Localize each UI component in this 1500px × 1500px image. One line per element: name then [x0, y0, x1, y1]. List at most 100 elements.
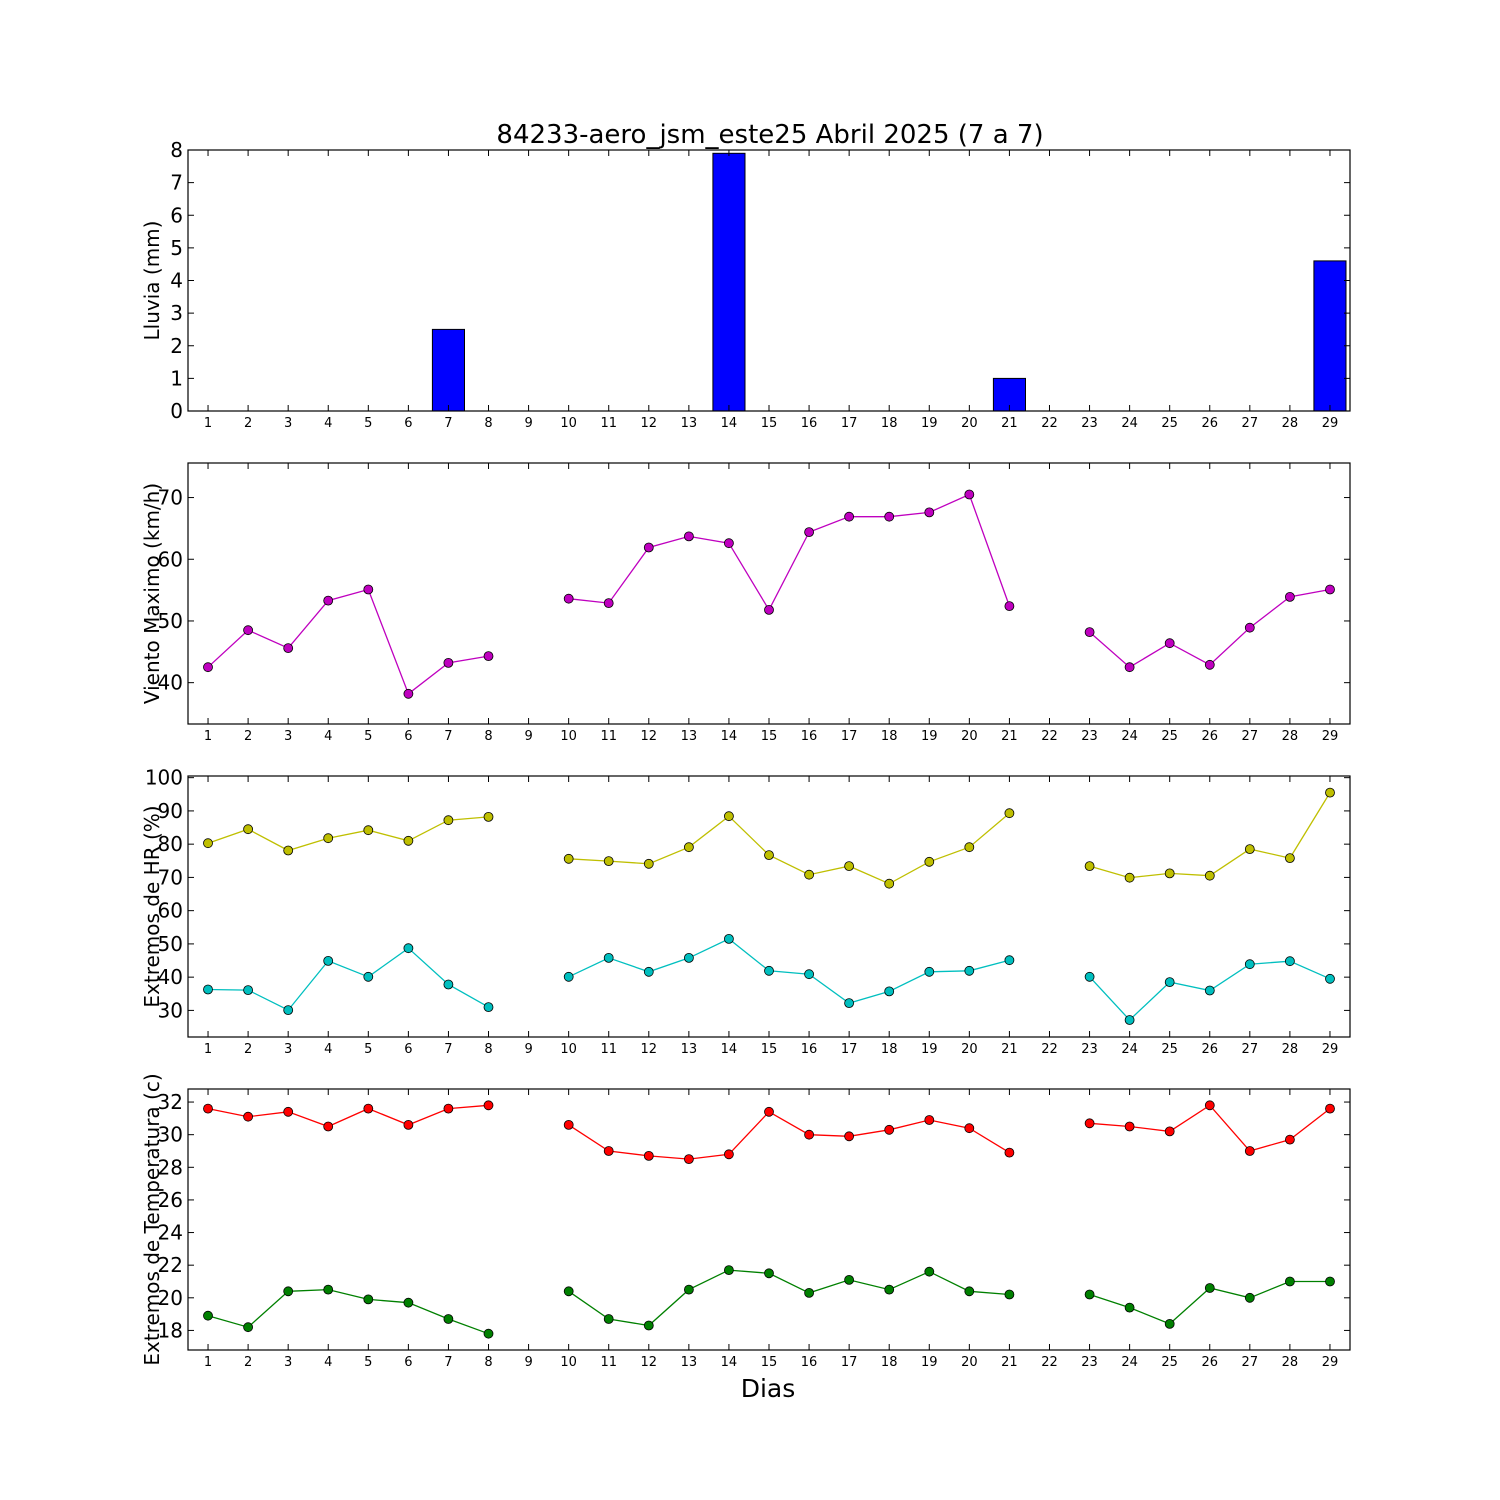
rain-ytick-label: 2: [170, 334, 183, 358]
wind-series-0-line: [568, 493, 1011, 612]
humidity-series-0-point: [1084, 861, 1095, 871]
temperature-series-0-line: [207, 1104, 489, 1128]
humidity-xtick-label: 23: [1081, 1042, 1098, 1057]
wind-xtick-label: 11: [600, 729, 617, 744]
wind-series-0-point: [924, 507, 935, 518]
temperature-series-1-point: [363, 1294, 374, 1305]
wind-series-0-point: [724, 538, 734, 549]
temperature-series-1-point: [203, 1310, 213, 1321]
rain-xtick-label: 11: [600, 416, 617, 431]
temperature-xtick-label: 9: [524, 1355, 532, 1370]
rain-xtick-label: 29: [1322, 416, 1339, 431]
temperature-ytick-label: 18: [158, 1318, 183, 1342]
humidity-xtick-label: 10: [560, 1042, 577, 1057]
humidity-series-1-point: [844, 998, 854, 1008]
humidity-series-1-point: [603, 953, 614, 963]
wind-xtick-label: 4: [324, 729, 332, 744]
wind-series-0-point: [283, 643, 294, 653]
rain-xtick-label: 24: [1121, 416, 1138, 431]
rain-xtick-label: 12: [641, 416, 658, 431]
rain-xtick-label: 14: [721, 416, 738, 431]
temperature-series-0-point: [243, 1111, 254, 1122]
rain-xtick-label: 28: [1282, 416, 1299, 431]
wind-series-0-point: [964, 489, 975, 500]
wind-xtick-label: 20: [961, 729, 978, 744]
humidity-y-axis-label: Extremos de HR (%): [140, 805, 164, 1007]
temperature-series-1-point: [443, 1314, 454, 1324]
temperature-series-0-point: [964, 1123, 975, 1134]
humidity-series-0-point: [724, 811, 734, 822]
humidity-series-1-point: [764, 965, 774, 976]
humidity-xtick-label: 27: [1242, 1042, 1259, 1057]
temperature-series-0-point: [203, 1103, 213, 1114]
temperature-xtick-label: 12: [641, 1355, 658, 1370]
humidity-series-0-point: [1124, 872, 1135, 883]
temperature-ytick-label: 28: [158, 1155, 183, 1179]
rain-xtick-label: 6: [404, 416, 412, 431]
humidity-series-0-point: [323, 833, 334, 844]
rain-axes-frame: [187, 149, 1351, 412]
wind-xtick-label: 15: [761, 729, 778, 744]
wind-series-0-point: [1004, 601, 1015, 611]
temperature-xtick-label: 23: [1081, 1355, 1098, 1370]
wind-ytick-label: 50: [158, 609, 183, 633]
wind-axes-frame: [187, 462, 1351, 725]
wind-series-0-point: [403, 688, 414, 699]
humidity-xtick-label: 17: [841, 1042, 858, 1057]
humidity-series-1-point: [924, 966, 935, 977]
humidity-series-0-point: [1325, 787, 1335, 798]
rain-xtick-label: 27: [1242, 416, 1259, 431]
wind-series-0-point: [1164, 638, 1175, 649]
humidity-ytick-label: 100: [145, 766, 183, 790]
humidity-xtick-label: 11: [600, 1042, 617, 1057]
humidity-ytick-label: 50: [158, 932, 183, 956]
temperature-y-axis-label: Extremos de Temperatura (c): [140, 1073, 164, 1365]
temperature-series-0-point: [1124, 1121, 1135, 1132]
humidity-series-0-line: [207, 816, 489, 852]
humidity-xtick-label: 24: [1121, 1042, 1138, 1057]
humidity-series-1-point: [483, 1002, 494, 1012]
temperature-xtick-label: 19: [921, 1355, 938, 1370]
temperature-series-0-point: [1244, 1146, 1255, 1156]
humidity-series-1-point: [443, 979, 454, 990]
wind-xtick-label: 13: [681, 729, 698, 744]
wind-xtick-label: 21: [1001, 729, 1018, 744]
wind-xtick-label: 18: [881, 729, 898, 744]
rain-xtick-label: 22: [1041, 416, 1058, 431]
wind-series-0-point: [563, 593, 574, 604]
humidity-series-0-point: [1164, 868, 1175, 879]
rain-xtick-label: 8: [484, 416, 492, 431]
humidity-series-0-point: [924, 856, 935, 867]
temperature-xtick-label: 6: [404, 1355, 412, 1370]
temperature-xtick-label: 20: [961, 1355, 978, 1370]
humidity-series-1-point: [724, 934, 734, 944]
temperature-series-0-point: [363, 1103, 374, 1114]
humidity-xtick-label: 8: [484, 1042, 492, 1057]
rain-xtick-label: 25: [1161, 416, 1178, 431]
humidity-series-1-point: [1124, 1015, 1135, 1025]
rain-ytick-label: 5: [170, 236, 183, 260]
humidity-series-1-point: [243, 985, 254, 995]
humidity-xtick-label: 29: [1322, 1042, 1339, 1057]
temperature-series-1-line: [207, 1288, 489, 1335]
temperature-xtick-label: 4: [324, 1355, 332, 1370]
wind-series-0-point: [1124, 662, 1135, 673]
wind-xtick-label: 27: [1242, 729, 1259, 744]
humidity-xtick-label: 22: [1041, 1042, 1058, 1057]
temperature-series-0-point: [804, 1129, 814, 1140]
humidity-ytick-label: 60: [158, 899, 183, 923]
temperature-xtick-label: 2: [244, 1355, 252, 1370]
rain-ytick-label: 3: [170, 301, 183, 325]
humidity-ytick-label: 30: [158, 998, 183, 1022]
wind-series-0-point: [323, 595, 334, 606]
humidity-series-1-point: [203, 984, 213, 995]
humidity-series-0-point: [563, 853, 574, 864]
wind-xtick-label: 19: [921, 729, 938, 744]
temperature-xtick-label: 25: [1161, 1355, 1178, 1370]
rain-y-axis-label: Lluvia (mm): [140, 221, 164, 341]
humidity-xtick-label: 26: [1201, 1042, 1218, 1057]
temperature-series-1-point: [804, 1288, 814, 1298]
temperature-series-0-point: [1004, 1147, 1015, 1158]
wind-series-0-point: [443, 658, 454, 668]
